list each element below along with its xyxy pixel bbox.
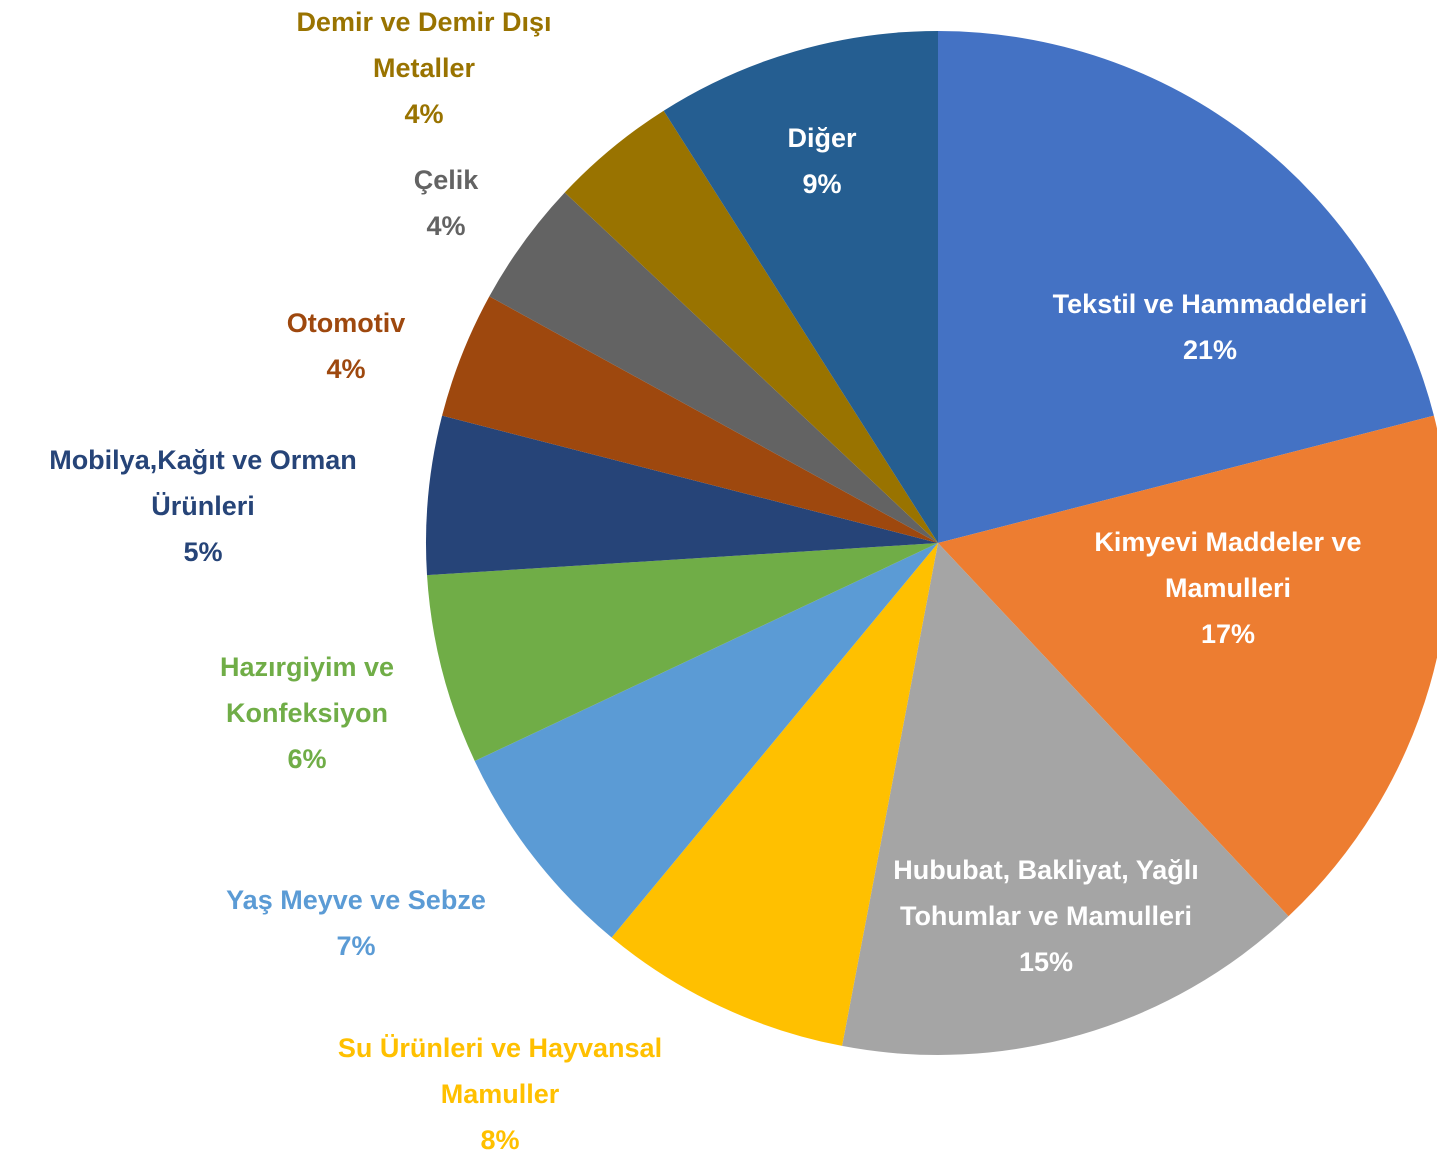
category-label: Otomotiv [286, 308, 406, 338]
slice-label: Hububat, Bakliyat, Yağlı Tohumlar ve Mam… [851, 847, 1241, 985]
category-label: Yaş Meyve ve Sebze [226, 885, 486, 915]
pie-slice [938, 31, 1434, 543]
category-label: Hububat, Bakliyat, Yağlı Tohumlar ve Mam… [893, 855, 1199, 931]
category-label: Demir ve Demir Dışı Metaller [296, 7, 552, 83]
value-label: 17% [1200, 619, 1256, 649]
slice-label: Diğer 9% [722, 115, 922, 207]
slice-label: Kimyevi Maddeler ve Mamulleri 17% [1058, 519, 1398, 657]
value-label: 6% [287, 744, 327, 774]
slice-label: Otomotiv 4% [246, 300, 446, 392]
pie-slice [474, 543, 938, 938]
category-label: Tekstil ve Hammaddeleri [1052, 289, 1368, 319]
value-label: 4% [426, 211, 466, 241]
pie-slice [442, 296, 938, 543]
value-label: 4% [404, 99, 444, 129]
slice-label: Hazırgiyim ve Konfeksiyon 6% [192, 644, 422, 782]
value-label: 8% [480, 1125, 520, 1155]
value-label: 4% [326, 354, 366, 384]
pie-slice [938, 415, 1437, 917]
pie-slice [842, 543, 1289, 1055]
pie-slice [426, 415, 938, 576]
category-label: Su Ürünleri ve Hayvansal Mamuller [337, 1033, 663, 1109]
category-label: Kimyevi Maddeler ve Mamulleri [1094, 527, 1362, 603]
slice-label: Demir ve Demir Dışı Metaller 4% [259, 0, 589, 137]
value-label: 7% [336, 931, 376, 961]
value-label: 9% [802, 169, 842, 199]
value-label: 21% [1182, 335, 1238, 365]
category-label: Hazırgiyim ve Konfeksiyon [219, 652, 395, 728]
category-label: Çelik [413, 165, 479, 195]
slice-label: Tekstil ve Hammaddeleri 21% [1000, 281, 1420, 373]
category-label: Mobilya,Kağıt ve Orman Ürünleri [49, 445, 357, 521]
pie-slice [564, 110, 938, 543]
pie-slice [427, 543, 938, 761]
pie-slice [611, 543, 938, 1046]
slice-label: Su Ürünleri ve Hayvansal Mamuller 8% [300, 1025, 700, 1163]
value-label: 5% [183, 537, 223, 567]
slice-label: Yaş Meyve ve Sebze 7% [156, 877, 556, 969]
value-label: 15% [1018, 947, 1074, 977]
pie-slice [489, 192, 938, 543]
slice-label: Mobilya,Kağıt ve Orman Ürünleri 5% [3, 437, 403, 575]
pie-slice [663, 31, 938, 543]
category-label: Diğer [787, 123, 857, 153]
slice-label: Çelik 4% [346, 157, 546, 249]
